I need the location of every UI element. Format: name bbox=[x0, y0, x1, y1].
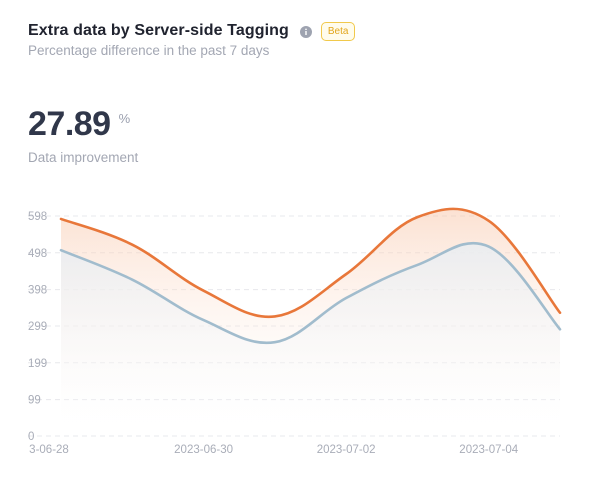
y-axis-labels: 0 99 199 299 398 498 598 bbox=[28, 211, 47, 443]
x-axis-labels: 3-06-28 2023-06-30 2023-07-02 2023-07-04 bbox=[29, 444, 519, 456]
y-tick-label: 398 bbox=[28, 285, 47, 297]
metric-unit: % bbox=[118, 111, 131, 126]
series-line-blue[interactable] bbox=[59, 241, 562, 345]
card-title: Extra data by Server-side Tagging bbox=[28, 22, 289, 39]
y-tick-label: 199 bbox=[28, 358, 47, 370]
info-icon[interactable] bbox=[299, 25, 312, 38]
x-tick-label: 2023-07-02 bbox=[317, 444, 376, 456]
y-tick-label: 498 bbox=[28, 248, 47, 260]
card-subtitle: Percentage difference in the past 7 days bbox=[28, 43, 270, 58]
x-tick-label: 3-06-28 bbox=[29, 444, 69, 456]
series-lines bbox=[59, 207, 562, 436]
metric-value: 27.89 bbox=[28, 105, 111, 143]
y-tick-label: 598 bbox=[28, 211, 47, 223]
card-header: Extra data by Server-side Tagging Beta bbox=[28, 20, 356, 42]
x-tick-label: 2023-06-30 bbox=[174, 444, 233, 456]
beta-badge: Beta bbox=[320, 21, 356, 41]
series-line-orange[interactable] bbox=[59, 207, 562, 319]
y-tick-label: 0 bbox=[28, 431, 34, 443]
x-tick-label: 2023-07-04 bbox=[459, 444, 518, 456]
y-tick-label: 99 bbox=[28, 395, 41, 407]
series-area-blue bbox=[61, 243, 560, 436]
metric-block: 27.89 % bbox=[28, 103, 130, 145]
metric-label: Data improvement bbox=[28, 150, 139, 165]
y-tick-label: 299 bbox=[28, 321, 47, 333]
